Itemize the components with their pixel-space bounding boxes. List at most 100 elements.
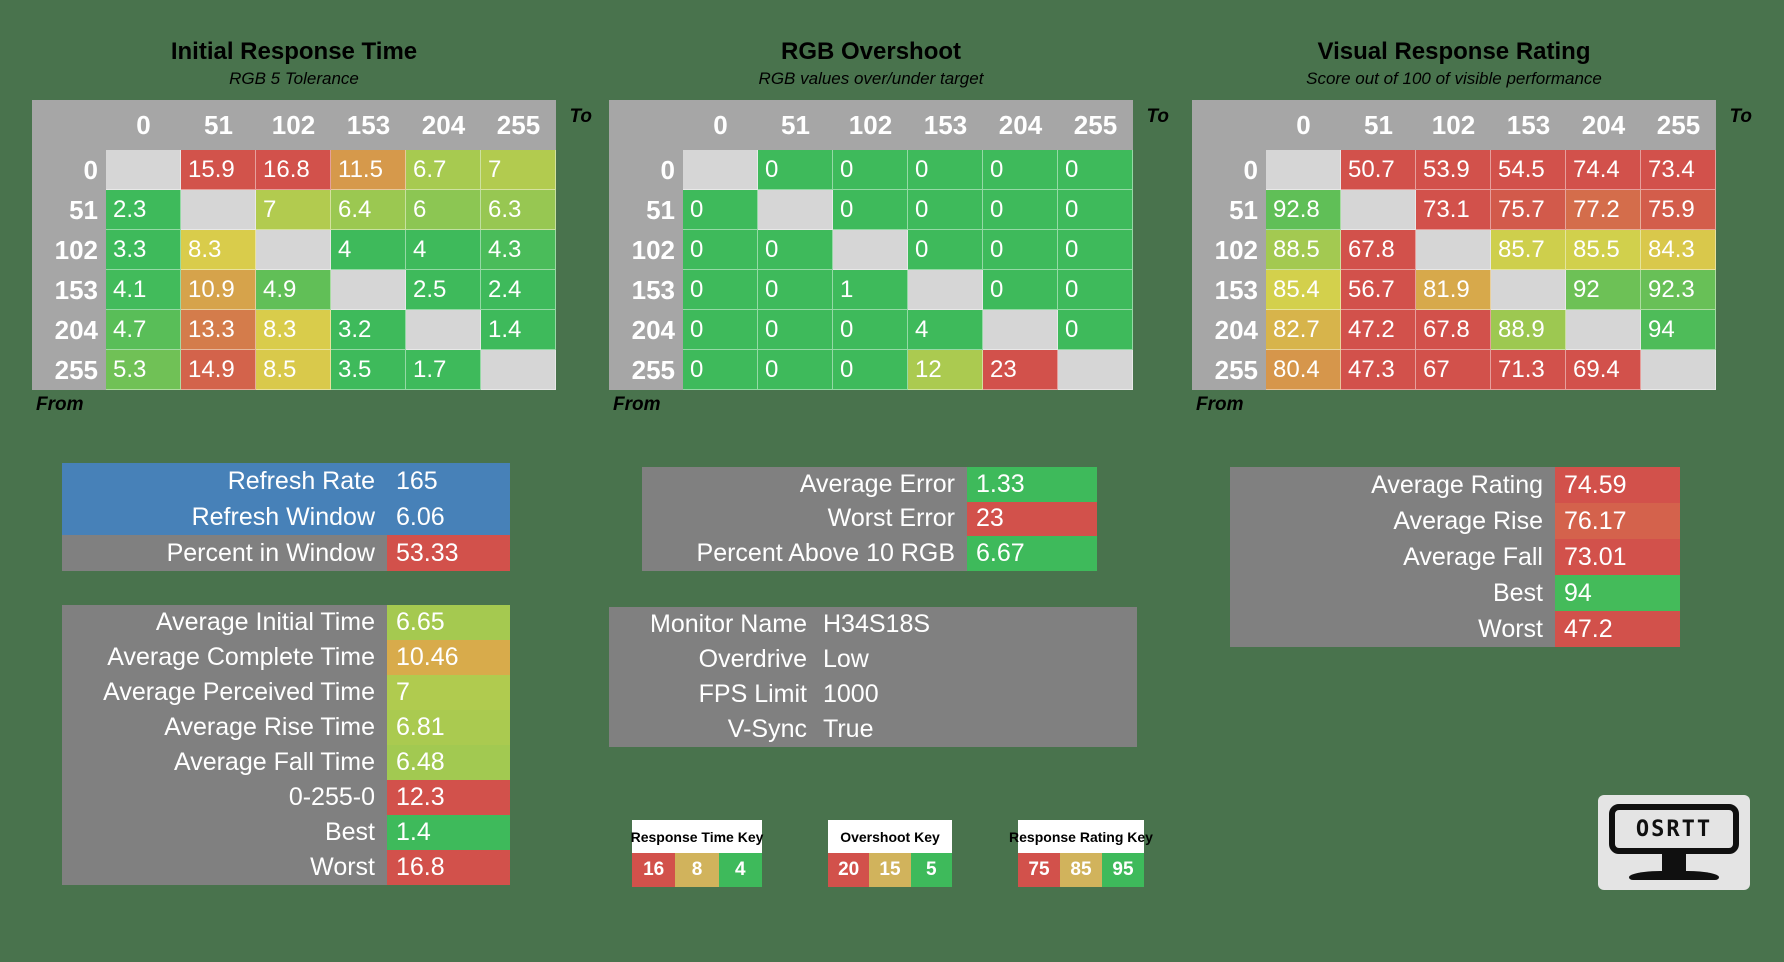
- heatmap-cell: 67.8: [1341, 230, 1416, 271]
- monitor-stand-base-icon: [1629, 871, 1719, 880]
- key-cell: 15: [869, 853, 911, 887]
- heatmap-cell: 1.4: [481, 310, 556, 351]
- diagonal-cell: [1566, 310, 1641, 351]
- heatmap-cell: 80.4: [1266, 350, 1341, 391]
- key-title: Overshoot Key: [828, 820, 952, 853]
- heatmap-cell: 0: [908, 230, 983, 271]
- heatmap-cell: 81.9: [1416, 270, 1491, 311]
- stat-value: 16.8: [387, 850, 510, 885]
- heatmap-cell: 88.5: [1266, 230, 1341, 271]
- stat-label: Worst: [310, 853, 375, 881]
- heatmap-cell: 10.9: [181, 270, 256, 311]
- col-header-cell: 255: [1058, 100, 1133, 151]
- stat-value: 94: [1555, 575, 1680, 611]
- table-subtitle: RGB values over/under target: [758, 68, 984, 88]
- heatmap-cell: 85.4: [1266, 270, 1341, 311]
- heatmap-cell: 3.3: [106, 230, 181, 271]
- stat-row: Average Perceived Time 7: [62, 675, 510, 710]
- stat-label: Percent in Window: [166, 538, 375, 567]
- stat-label: Average Perceived Time: [103, 678, 375, 706]
- stat-value: H34S18S: [823, 610, 931, 638]
- heatmap-cell: 0: [833, 150, 908, 191]
- diagonal-cell: [256, 230, 331, 271]
- row-header-cell: 51: [609, 190, 683, 231]
- stat-label: Best: [1492, 578, 1543, 607]
- monitor-info-panel: Monitor Name H34S18S Overdrive Low FPS Limit…: [609, 607, 1137, 747]
- table-subtitle: Score out of 100 of visible performance: [1306, 68, 1602, 88]
- stat-label: Best: [324, 818, 375, 846]
- heatmap-cell: 4.9: [256, 270, 331, 311]
- col-header-cell: 204: [983, 100, 1058, 151]
- stat-value: 7: [387, 675, 510, 710]
- refresh-stats-panel: Refresh Rate 165 Refresh Window 6.06 Percent…: [62, 463, 510, 571]
- table-title: Initial Response Time: [170, 38, 418, 65]
- row-header-cell: 255: [609, 350, 683, 391]
- heatmap-cell: 1.7: [406, 350, 481, 391]
- heatmap-cell: 0: [758, 310, 833, 351]
- stat-label: Average Fall: [1403, 542, 1543, 571]
- key-cells: 20 15 5: [828, 853, 952, 887]
- heatmap-cell: 92.8: [1266, 190, 1341, 231]
- col-header-cell: 102: [256, 100, 331, 151]
- heatmap-cell: 88.9: [1491, 310, 1566, 351]
- diagonal-cell: [331, 270, 406, 311]
- heatmap-cell: 8.5: [256, 350, 331, 391]
- heatmap-cell: 67: [1416, 350, 1491, 391]
- key-cell: 4: [718, 853, 762, 887]
- osrtt-logo: OSRTT: [1598, 795, 1750, 890]
- heatmap-cell: 92: [1566, 270, 1641, 311]
- axis-to-label: To: [1729, 106, 1752, 127]
- heatmap-cell: 67.8: [1416, 310, 1491, 351]
- heatmap-cell: 7: [256, 190, 331, 231]
- heatmap-cell: 53.9: [1416, 150, 1491, 191]
- stat-row: Monitor Name H34S18S: [609, 607, 1137, 642]
- heatmap-cell: 74.4: [1566, 150, 1641, 191]
- stat-label: Overdrive: [698, 645, 807, 673]
- heatmap-cell: 84.3: [1641, 230, 1716, 271]
- stat-row: Refresh Window 6.06: [62, 499, 510, 535]
- table-corner-cell: [32, 100, 106, 151]
- heatmap-cell: 0: [758, 270, 833, 311]
- stat-value: 76.17: [1555, 503, 1680, 539]
- stat-row: Average Initial Time 6.65: [62, 605, 510, 640]
- heatmap-cell: 56.7: [1341, 270, 1416, 311]
- heatmap-cell: 6.4: [331, 190, 406, 231]
- heatmap-cell: 73.1: [1416, 190, 1491, 231]
- initial-response-time-table: Initial Response Time RGB 5 Tolerance To 0 5…: [32, 38, 592, 416]
- heatmap-cell: 0: [833, 190, 908, 231]
- stat-value: True: [823, 715, 874, 743]
- heatmap-cell: 13.3: [181, 310, 256, 351]
- heatmap-cell: 3.5: [331, 350, 406, 391]
- heatmap-cell: 0: [758, 150, 833, 191]
- heatmap-cell: 15.9: [181, 150, 256, 191]
- stat-row: Percent in Window 53.33: [62, 535, 510, 571]
- col-header-cell: 204: [1566, 100, 1641, 151]
- stat-label: Average Rating: [1371, 470, 1543, 499]
- col-header-cell: 102: [1416, 100, 1491, 151]
- key-cell: 85: [1060, 853, 1102, 887]
- rgb-overshoot-table: RGB Overshoot RGB values over/under targe…: [609, 38, 1169, 416]
- heatmap-cell: 0: [758, 230, 833, 271]
- heatmap-cell: 2.3: [106, 190, 181, 231]
- key-title: Response Rating Key: [1009, 820, 1153, 853]
- heatmap-cell: 4.3: [481, 230, 556, 271]
- row-header-cell: 153: [1192, 270, 1266, 311]
- stat-value: 53.33: [387, 535, 510, 571]
- key-cell: 75: [1018, 853, 1060, 887]
- stat-row: Worst 16.8: [62, 850, 510, 885]
- diagonal-cell: [908, 270, 983, 311]
- heatmap-cell: 6: [406, 190, 481, 231]
- stat-value: Low: [823, 645, 869, 673]
- heatmap-cell: 16.8: [256, 150, 331, 191]
- heatmap-cell: 69.4: [1566, 350, 1641, 391]
- stat-row: V-Sync True: [609, 712, 1137, 747]
- heatmap-cell: 4.7: [106, 310, 181, 351]
- timing-stats-panel: Average Initial Time 6.65 Average Complete…: [62, 605, 510, 885]
- heatmap-cell: 0: [833, 310, 908, 351]
- heatmap-cell: 47.3: [1341, 350, 1416, 391]
- heatmap-cell: 50.7: [1341, 150, 1416, 191]
- heatmap-grid: 0 51 102 153 204 255 0 15.9 16.8 11.5 6.7 7 51 2.3 7 6.…: [32, 100, 556, 391]
- key-cell: 5: [910, 853, 952, 887]
- diagonal-cell: [181, 190, 256, 231]
- heatmap-cell: 0: [908, 190, 983, 231]
